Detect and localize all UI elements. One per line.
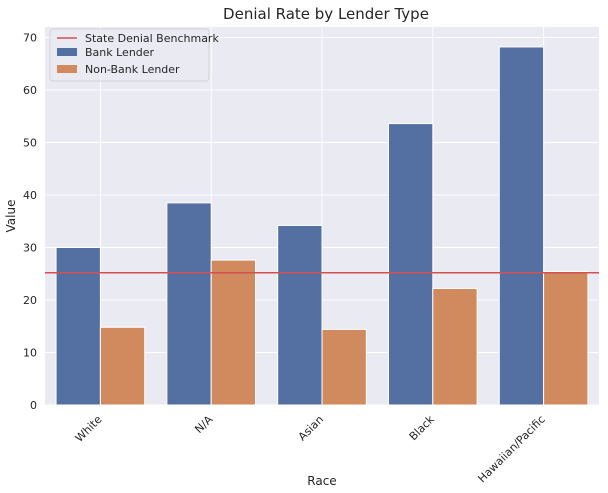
bar-bank	[277, 224, 323, 406]
y-tick-label: 40	[23, 189, 37, 202]
legend-box	[49, 28, 210, 82]
bar-bank	[55, 247, 101, 406]
legend-swatch-nonbank	[57, 65, 77, 73]
y-tick-label: 30	[23, 242, 37, 255]
bar-bank	[387, 123, 434, 406]
legend-label-bank: Bank Lender	[85, 46, 155, 59]
bar-bank	[166, 202, 212, 406]
x-tick-label: Black	[407, 412, 438, 443]
x-tick-label: Asian	[296, 413, 326, 443]
x-tick-label: White	[73, 413, 105, 445]
x-tick-label: Hawaiian/Pacific	[475, 413, 547, 485]
chart-title: Denial Rate by Lender Type	[223, 5, 429, 23]
bar-nonbank	[99, 326, 146, 406]
legend-swatch-bank	[57, 48, 77, 56]
x-tick-label: N/A	[192, 413, 215, 436]
bar-bank	[498, 46, 545, 406]
legend-label-benchmark: State Denial Benchmark	[85, 32, 219, 45]
y-axis-label: Value	[4, 200, 18, 233]
bars	[55, 46, 589, 406]
y-tick-label: 10	[23, 347, 37, 360]
y-tick-label: 20	[23, 294, 37, 307]
y-tick-label: 60	[23, 84, 37, 97]
bar-nonbank	[210, 259, 257, 406]
y-tick-label: 0	[30, 399, 37, 412]
bar-nonbank	[432, 287, 478, 406]
y-tick-label: 70	[23, 32, 37, 45]
x-axis-label: Race	[307, 474, 336, 488]
bar-nonbank	[321, 328, 367, 406]
y-tick-label: 50	[23, 137, 37, 150]
y-tick-labels: 0 10 20 30 40 50 60 70	[23, 32, 37, 413]
legend-label-nonbank: Non-Bank Lender	[85, 63, 180, 76]
bar-nonbank	[543, 271, 589, 406]
